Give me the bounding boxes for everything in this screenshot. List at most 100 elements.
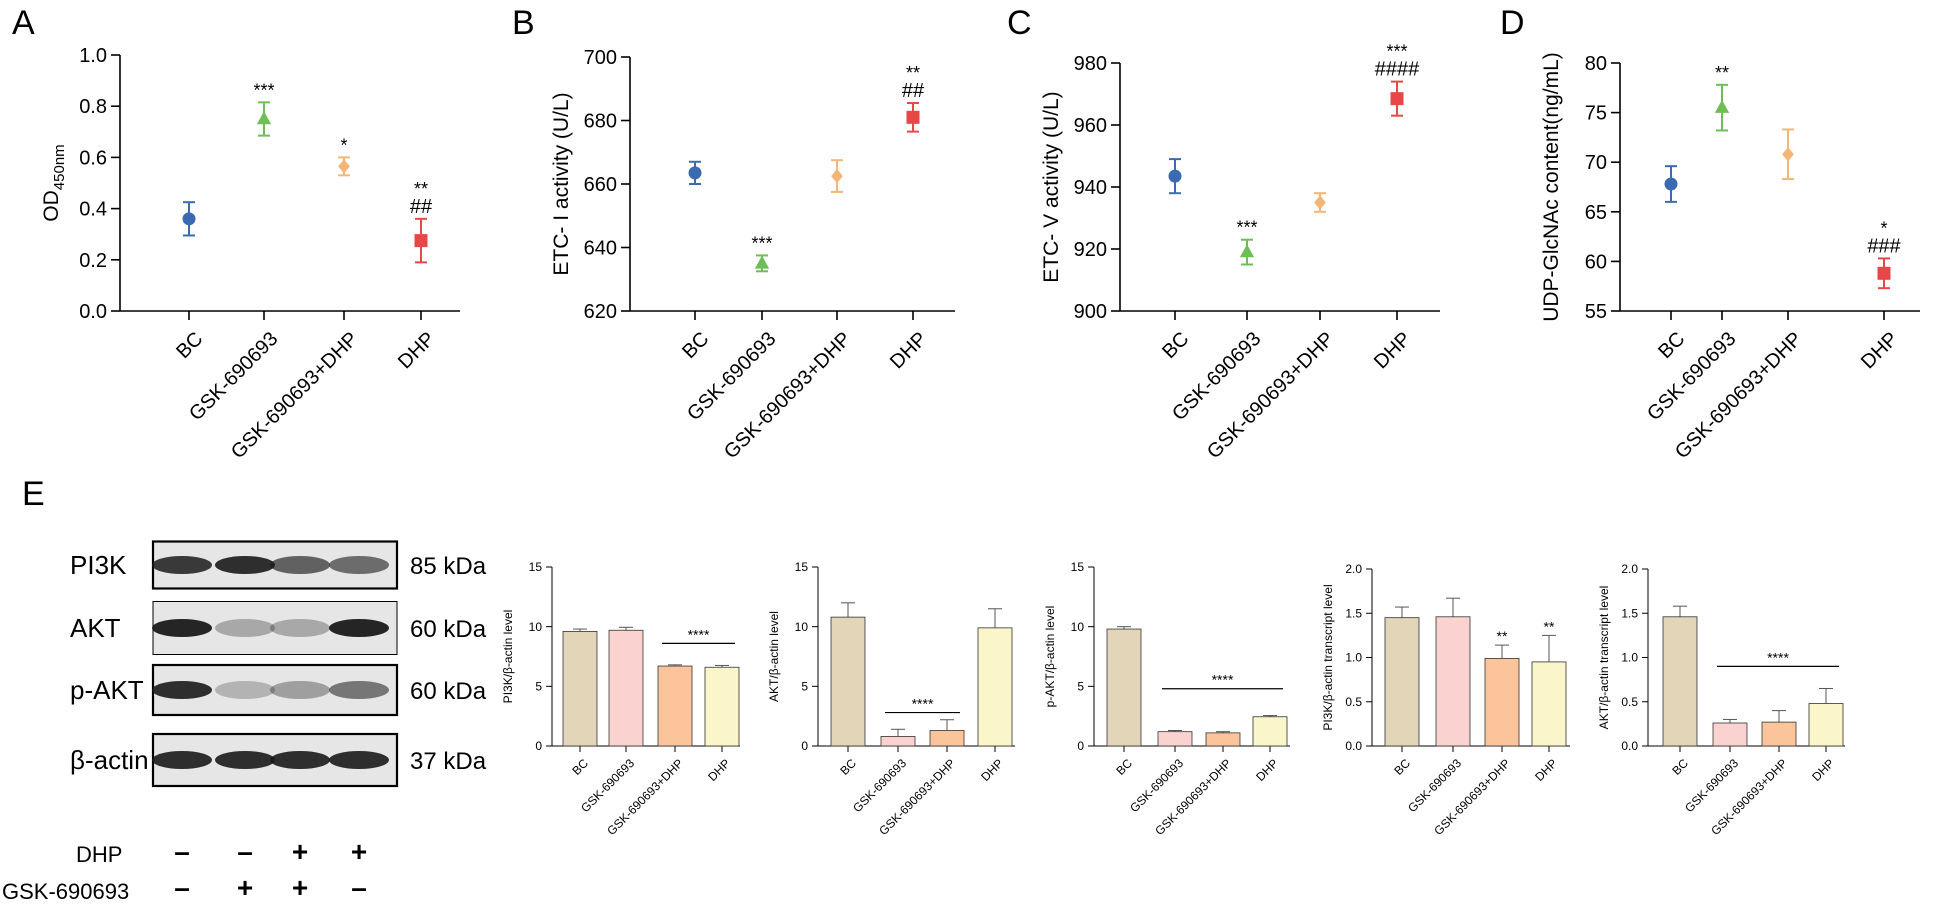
chart-b: 620640660680700BCGSK-690693GSK-690693+DH… (550, 47, 955, 463)
blot-band (152, 751, 212, 769)
x-tick-label: BC (1158, 328, 1193, 363)
y-axis-label: PI3K/β-actin transcript level (1321, 584, 1335, 730)
x-tick-label: BC (569, 756, 591, 778)
x-tick-label: BC (1391, 756, 1413, 778)
y-tick-label: 0.6 (79, 147, 107, 169)
x-tick-label: GSK-690693+DHP (1203, 328, 1338, 463)
data-point (1877, 266, 1891, 280)
blot-band (270, 619, 330, 637)
y-tick-label: 0 (535, 739, 542, 753)
significance-label: *** (1386, 42, 1407, 62)
significance-label: * (1880, 218, 1887, 238)
y-tick-label: 0.0 (1345, 739, 1362, 753)
x-tick-label: BC (1669, 756, 1691, 778)
bar (1531, 661, 1567, 747)
blot-band (329, 556, 389, 574)
data-point (182, 212, 196, 226)
bracket-label: **** (1767, 649, 1789, 665)
significance-label: ## (902, 80, 925, 102)
data-point (688, 166, 702, 180)
y-axis-label: UDP-GlcNAc content(ng/mL) (1540, 52, 1563, 322)
y-axis-label-text: PI3K/β-actin transcript level (1321, 584, 1335, 730)
bar (1808, 703, 1844, 747)
x-tick-label: GSK-690693+DHP (1671, 328, 1806, 463)
y-tick-label: 980 (1074, 53, 1107, 75)
x-tick-label: BC (172, 328, 207, 363)
y-tick-label: 1.0 (79, 45, 107, 67)
y-tick-label: 0.8 (79, 96, 107, 118)
blot-band (215, 619, 275, 637)
y-tick-label: 65 (1585, 202, 1607, 224)
y-axis-label: p-AKT/β-actin level (1043, 606, 1057, 708)
y-axis-label-text: AKT/β-actin transcript level (1597, 586, 1611, 730)
y-tick-label: 5 (535, 680, 542, 694)
x-tick-label: BC (1113, 756, 1135, 778)
data-point (1239, 244, 1255, 258)
y-tick-label: 15 (529, 560, 543, 574)
panel-letter-c: C (1007, 4, 1032, 42)
panel-letter-a: A (12, 4, 35, 42)
blot-band (152, 556, 212, 574)
significance-label: ### (1867, 235, 1901, 257)
data-point (338, 159, 350, 174)
y-axis-label-text: ETC- V activity (U/L) (1040, 91, 1063, 282)
data-point (414, 234, 428, 248)
x-tick-label: BC (1654, 328, 1689, 363)
y-tick-label: 0 (1077, 739, 1084, 753)
data-point (1390, 92, 1404, 106)
y-tick-label: 10 (795, 620, 809, 634)
x-tick-label: GSK-690693+DHP (720, 328, 855, 463)
y-axis-label: OD450nm (40, 144, 68, 221)
data-point (1168, 169, 1182, 183)
y-axis-label: ETC- I activity (U/L) (550, 92, 573, 275)
bar (929, 730, 965, 747)
y-tick-label: 900 (1074, 301, 1107, 323)
bracket-label: **** (912, 696, 934, 712)
y-axis-label: AKT/β-actin transcript level (1597, 586, 1611, 730)
y-tick-label: 660 (584, 174, 617, 196)
y-tick-label: 55 (1585, 301, 1607, 323)
y-tick-label: 0.5 (1621, 695, 1638, 709)
y-axis-label-text: ETC- I activity (U/L) (550, 92, 573, 275)
significance-label: ** (1715, 63, 1729, 83)
treatment-sign: + (237, 872, 253, 903)
data-point (1314, 195, 1326, 210)
x-tick-label: DHP (1253, 756, 1281, 784)
y-tick-label: 1.0 (1345, 651, 1362, 665)
blot-band (152, 681, 212, 699)
treatment-sign: + (292, 836, 308, 867)
bar (1712, 722, 1748, 747)
y-tick-label: 680 (584, 111, 617, 133)
y-axis-label-text: UDP-GlcNAc content(ng/mL) (1540, 52, 1563, 322)
y-tick-label: 1.5 (1621, 606, 1638, 620)
y-axis-label: PI3K/β-actin level (501, 610, 515, 704)
y-axis-label-text: p-AKT/β-actin level (1043, 606, 1057, 708)
treatment-row-2: GSK-690693 – + + – (2, 872, 367, 904)
y-tick-label: 0 (801, 739, 808, 753)
bar (1205, 732, 1241, 747)
y-tick-label: 15 (1071, 560, 1085, 574)
blot-protein-label: AKT (70, 613, 121, 643)
bar (1252, 716, 1288, 747)
blot-band (270, 751, 330, 769)
data-point (1714, 99, 1730, 113)
bar (1157, 731, 1193, 747)
y-tick-label: 10 (529, 620, 543, 634)
y-axis-label-text: PI3K/β-actin level (501, 610, 515, 704)
data-point (1782, 147, 1794, 162)
significance-label: ** (414, 179, 428, 199)
data-point (256, 111, 272, 125)
western-blot: PI3K 85 kDa AKT 60 kDa p-AKT 60 kDa β-actin 37 … (2, 540, 487, 904)
blot-band (215, 751, 275, 769)
treatment-sign: – (174, 872, 190, 903)
blot-band (215, 556, 275, 574)
significance-label: *** (253, 80, 274, 100)
bracket-label: **** (1212, 672, 1234, 688)
x-tick-label: DHP (1370, 328, 1415, 373)
significance-label: #### (1375, 59, 1420, 81)
data-point (906, 110, 920, 124)
bar (1761, 721, 1797, 747)
blot-kda-label: 60 kDa (410, 616, 487, 643)
